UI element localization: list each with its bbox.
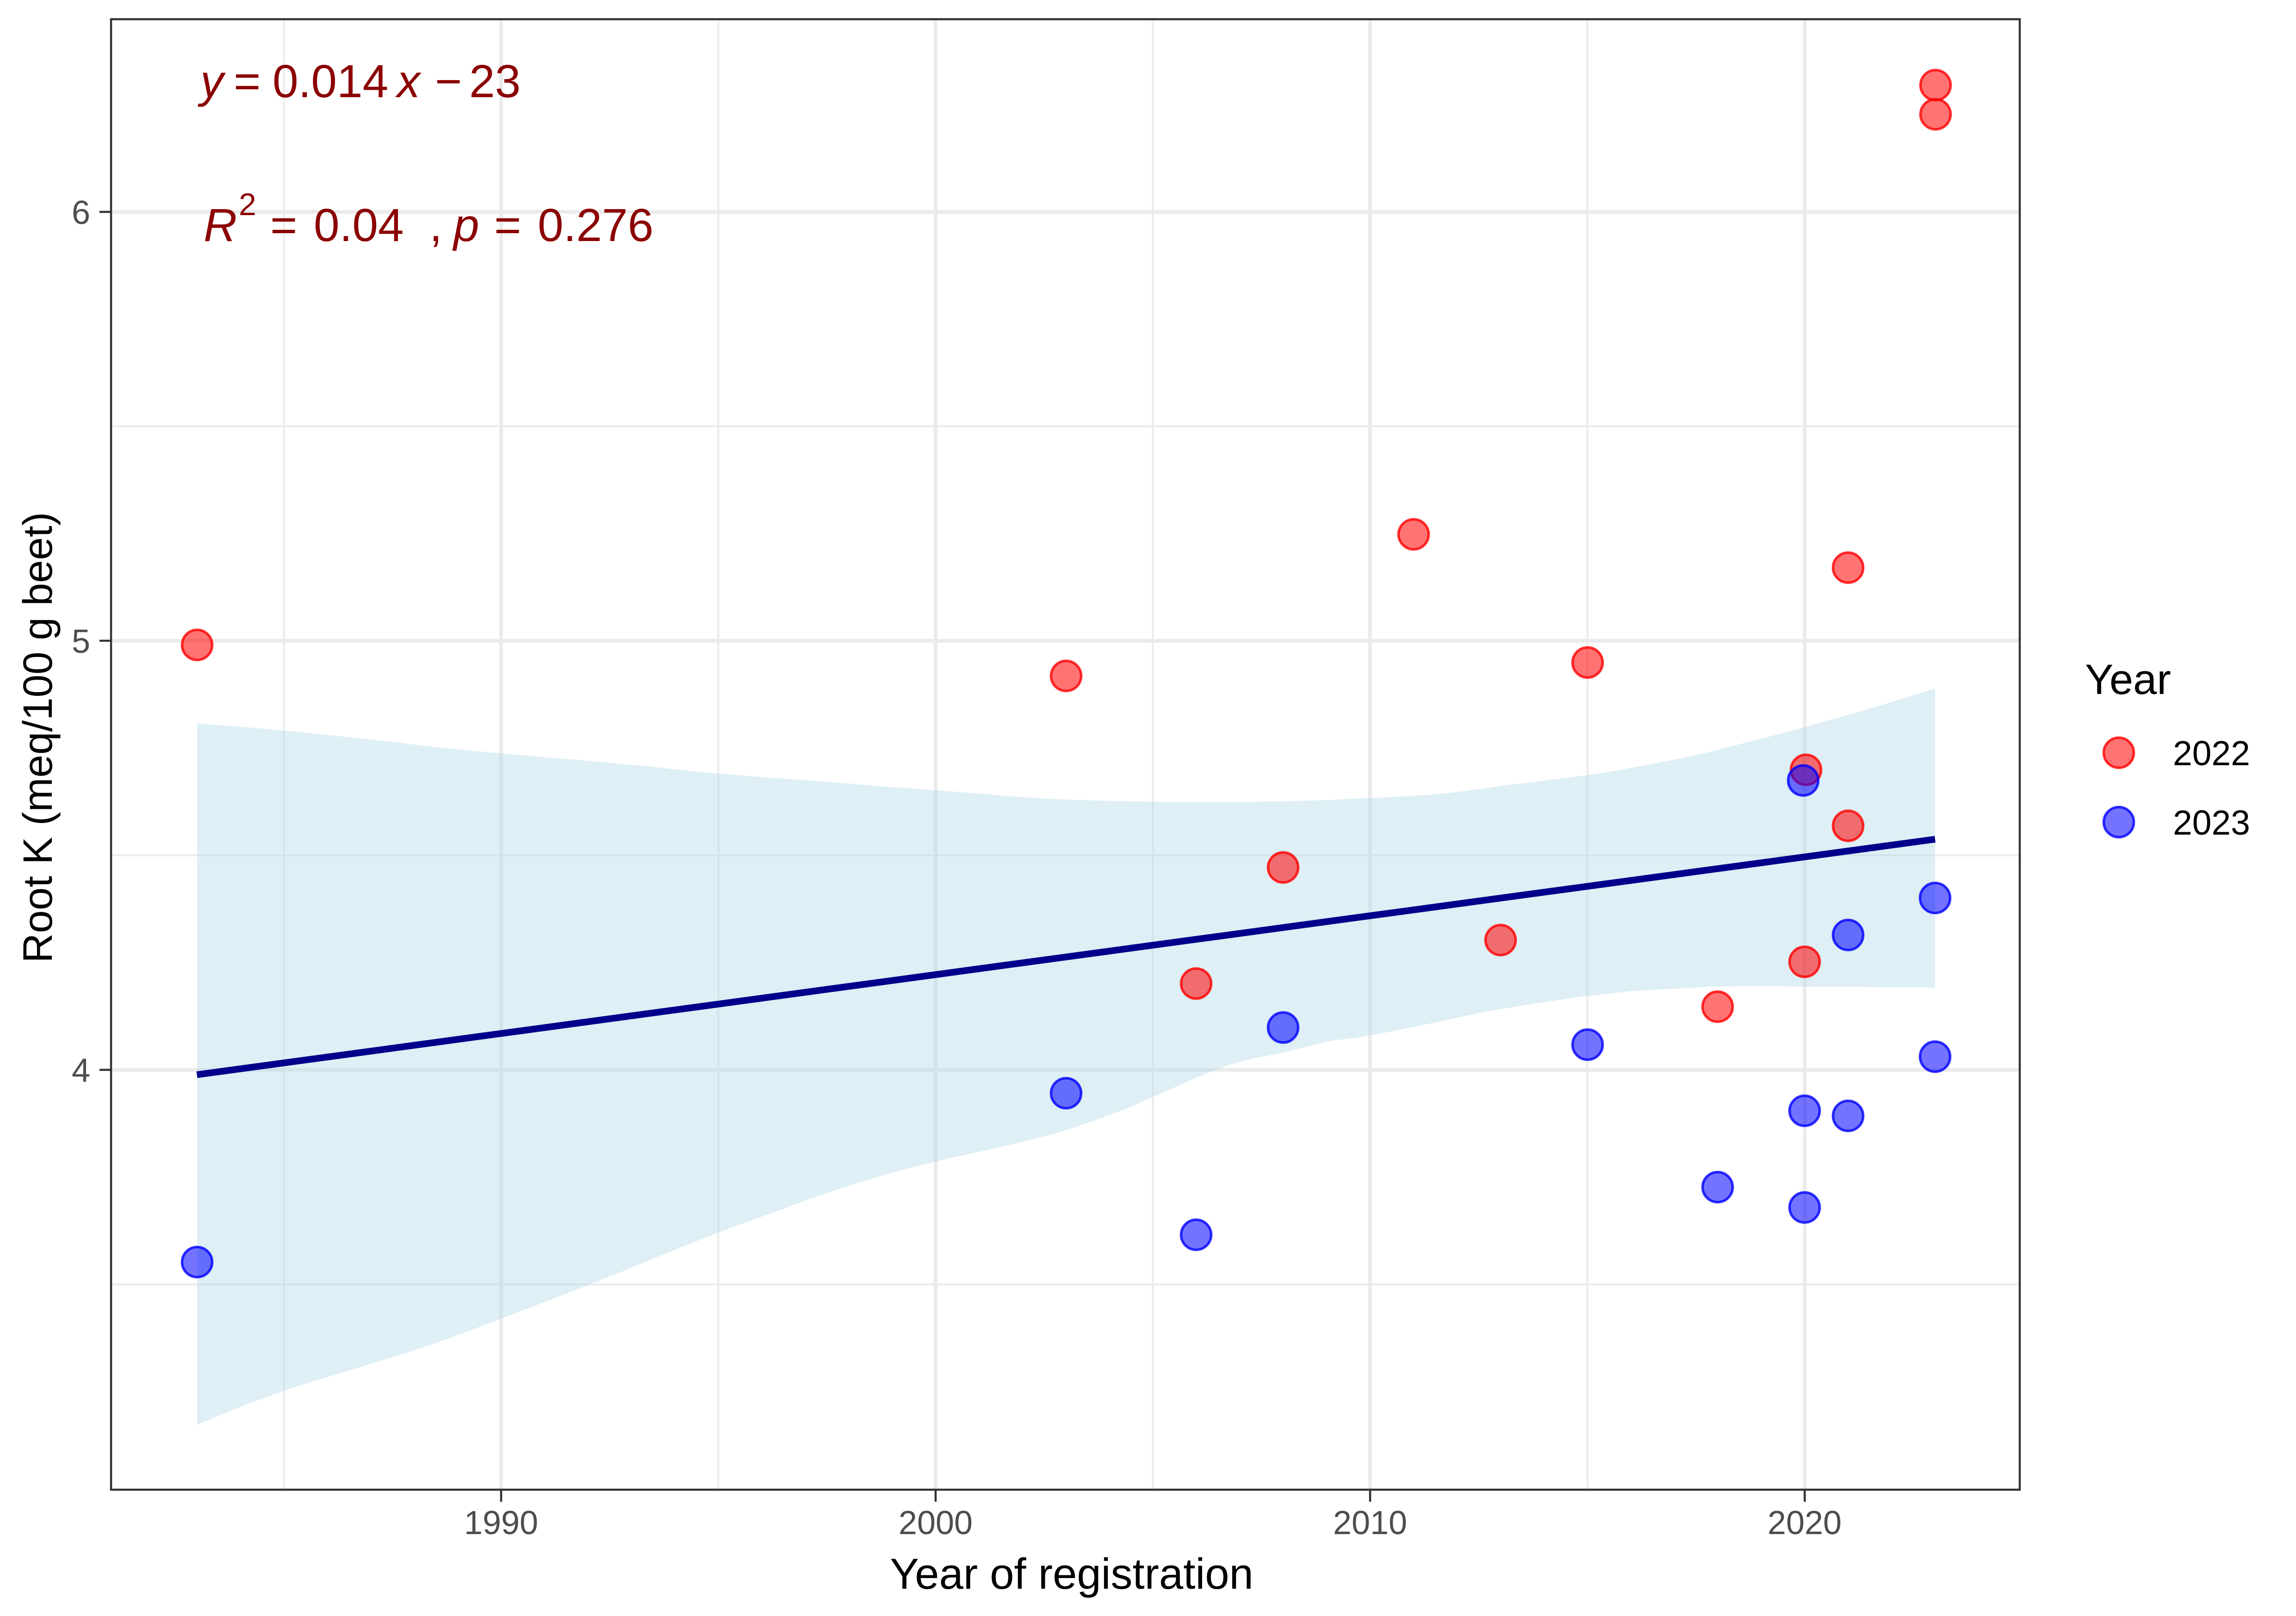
- svg-text:=: =: [234, 56, 261, 107]
- svg-text:x: x: [395, 56, 422, 107]
- svg-text:0.014: 0.014: [273, 56, 388, 107]
- svg-text:5: 5: [72, 623, 90, 660]
- svg-text:y: y: [198, 56, 226, 107]
- svg-text:2023: 2023: [2173, 803, 2250, 842]
- svg-text:,: ,: [429, 199, 442, 251]
- svg-text:p: p: [452, 199, 479, 251]
- svg-text:R: R: [204, 199, 237, 251]
- svg-text:1990: 1990: [464, 1505, 538, 1542]
- svg-text:0.276: 0.276: [538, 199, 653, 251]
- svg-text:2000: 2000: [899, 1505, 973, 1542]
- svg-text:−: −: [435, 56, 462, 107]
- svg-text:23: 23: [469, 56, 521, 107]
- svg-text:2022: 2022: [2173, 734, 2250, 773]
- svg-text:Root K (meq/100 g beet): Root K (meq/100 g beet): [14, 512, 61, 963]
- svg-text:2010: 2010: [1333, 1505, 1407, 1542]
- svg-text:Year of registration: Year of registration: [890, 1549, 1253, 1598]
- svg-text:Year: Year: [2085, 656, 2171, 703]
- svg-text:=: =: [270, 199, 297, 251]
- svg-text:4: 4: [72, 1053, 90, 1090]
- svg-text:6: 6: [72, 194, 90, 231]
- svg-text:2020: 2020: [1768, 1505, 1842, 1542]
- svg-text:=: =: [494, 199, 521, 251]
- svg-text:0.04: 0.04: [314, 199, 404, 251]
- svg-text:2: 2: [239, 187, 256, 222]
